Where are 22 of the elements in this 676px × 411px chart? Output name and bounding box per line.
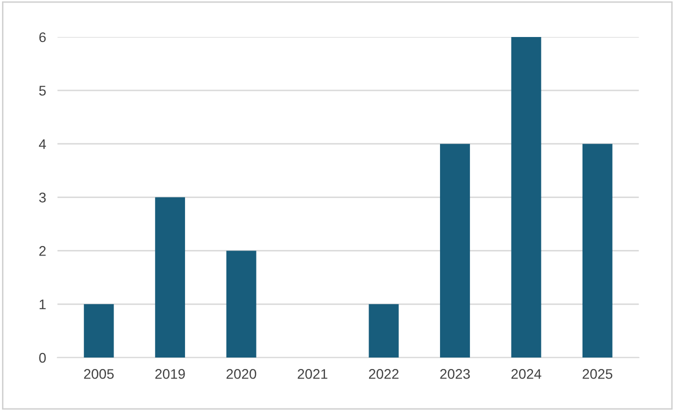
bar xyxy=(582,144,612,358)
y-tick-label: 3 xyxy=(39,192,46,202)
bar xyxy=(368,304,399,358)
bar xyxy=(440,144,470,358)
y-tick-label: 0 xyxy=(39,352,46,363)
bar xyxy=(84,304,114,358)
y-tick-label: 2 xyxy=(39,246,46,256)
bar xyxy=(226,250,256,358)
bar xyxy=(511,36,542,358)
x-tick-label: 2021 xyxy=(298,369,328,379)
y-tick-label: 5 xyxy=(39,86,46,96)
bar xyxy=(155,197,186,358)
x-tick-label: 2023 xyxy=(440,369,470,379)
y-tick-label: 4 xyxy=(38,139,46,149)
y-tick-label: 1 xyxy=(40,300,46,310)
x-tick-label: 2020 xyxy=(226,369,256,379)
x-tick-label: 2024 xyxy=(511,369,542,379)
x-tick-label: 2025 xyxy=(582,369,612,379)
x-tick-label: 2019 xyxy=(155,369,185,379)
x-tick-label: 2005 xyxy=(84,369,114,379)
x-tick-label: 2022 xyxy=(369,369,399,379)
y-tick-label: 6 xyxy=(39,32,46,42)
